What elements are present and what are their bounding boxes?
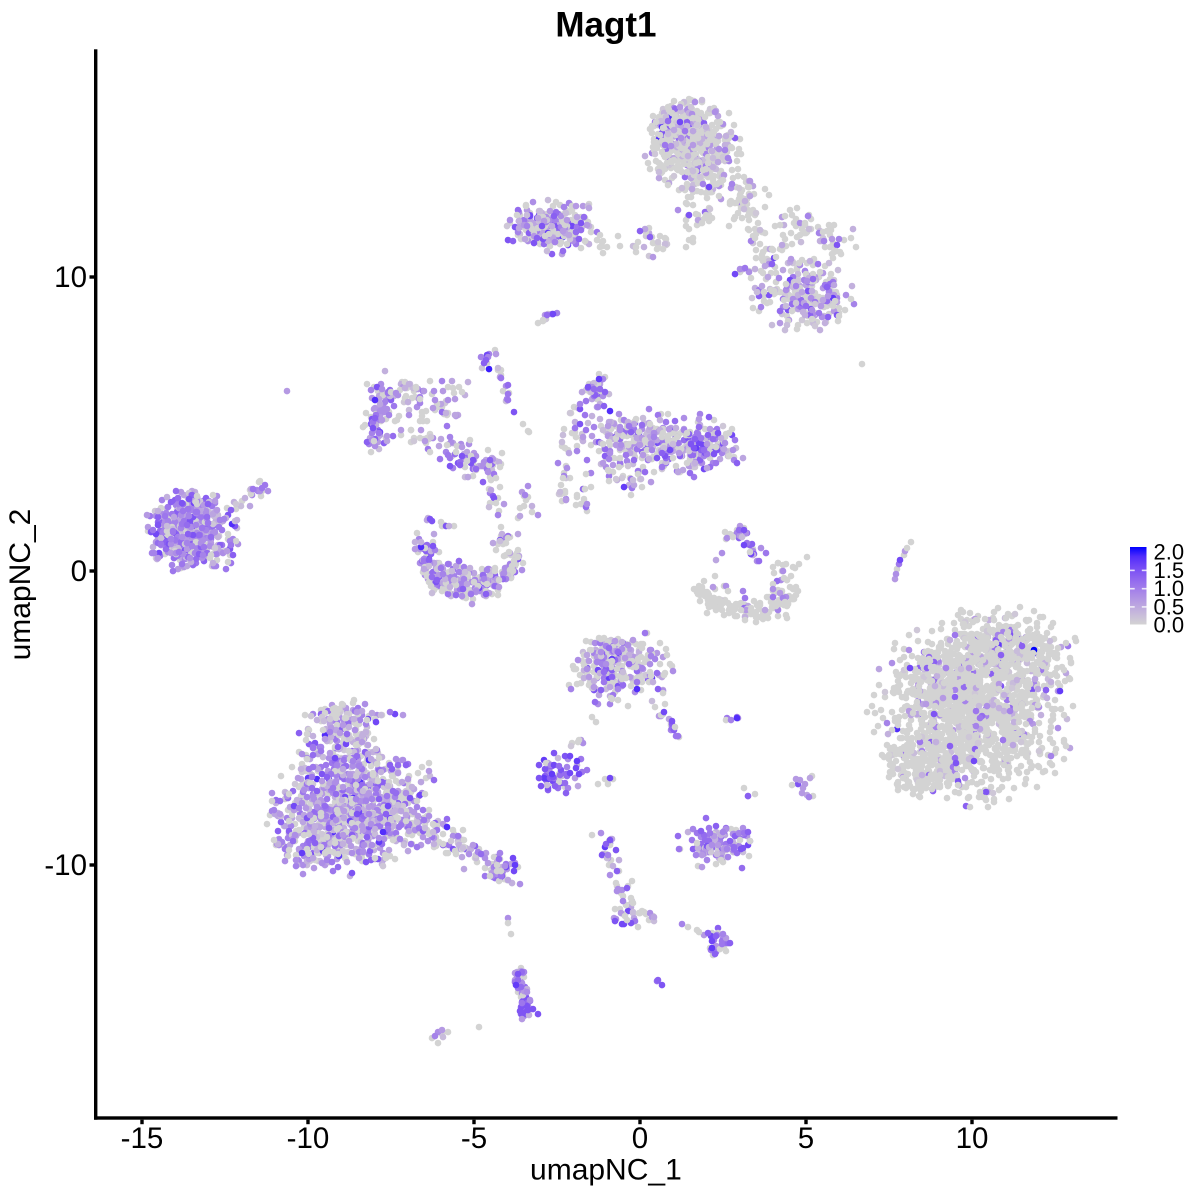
svg-text:1.5: 1.5 (1154, 558, 1185, 583)
svg-text:0: 0 (71, 555, 87, 588)
svg-text:Magt1: Magt1 (555, 6, 656, 45)
svg-text:10: 10 (956, 1122, 989, 1155)
svg-text:0: 0 (632, 1122, 648, 1155)
svg-text:-10: -10 (44, 849, 87, 882)
svg-text:0.5: 0.5 (1154, 594, 1185, 619)
svg-text:umapNC_1: umapNC_1 (530, 1154, 682, 1187)
svg-text:2.0: 2.0 (1154, 540, 1185, 565)
svg-text:0.0: 0.0 (1154, 613, 1185, 638)
svg-text:-5: -5 (461, 1122, 487, 1155)
svg-text:10: 10 (54, 261, 87, 294)
svg-text:umapNC_2: umapNC_2 (4, 509, 37, 661)
svg-text:-15: -15 (121, 1122, 164, 1155)
svg-text:-10: -10 (287, 1122, 330, 1155)
svg-text:1.0: 1.0 (1154, 576, 1185, 601)
svg-text:5: 5 (798, 1122, 814, 1155)
